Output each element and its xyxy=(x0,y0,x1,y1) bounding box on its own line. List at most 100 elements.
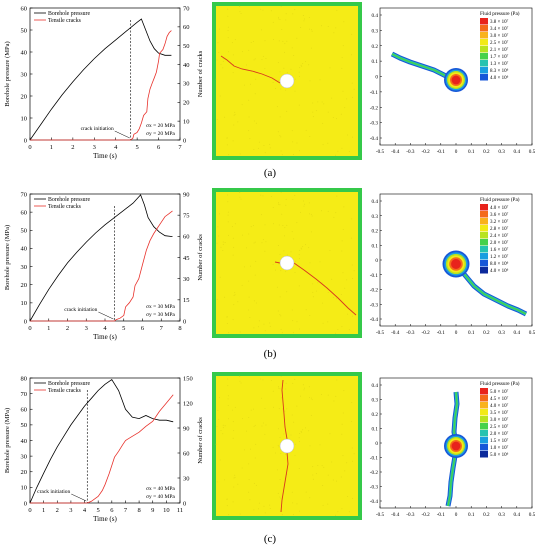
specimen-grain xyxy=(296,222,298,224)
specimen-grain xyxy=(290,251,292,253)
fluid-legend-swatch xyxy=(480,60,488,67)
specimen-grain xyxy=(270,196,272,198)
y-tick-label: 60 xyxy=(21,209,28,216)
stress-y-label: σy = 40 MPa xyxy=(146,494,175,500)
fluid-legend-swatch xyxy=(480,253,488,260)
specimen-grain xyxy=(342,412,344,414)
map-x-tick-label: -0.4 xyxy=(391,330,400,336)
specimen-grain xyxy=(270,379,272,381)
specimen-grain xyxy=(253,148,255,150)
fluid-legend-value: 2.1 × 10⁷ xyxy=(490,47,509,53)
specimen-grain xyxy=(233,64,235,66)
specimen-grain xyxy=(237,483,239,485)
map-x-tick-label: 0.4 xyxy=(514,330,521,336)
specimen-grain xyxy=(222,58,224,60)
specimen-grain xyxy=(335,480,337,482)
fluid-legend-value: 2.5 × 10⁷ xyxy=(490,40,509,46)
specimen-grain xyxy=(302,384,304,386)
fluid-blob-contour xyxy=(451,441,461,451)
y2-tick-label: 75 xyxy=(183,212,190,219)
specimen-grain xyxy=(293,421,295,423)
borehole xyxy=(279,73,295,89)
specimen-grain xyxy=(248,463,250,465)
specimen-grain xyxy=(224,242,226,244)
specimen-grain xyxy=(322,122,324,124)
specimen-grain xyxy=(232,54,234,56)
specimen-grain xyxy=(336,9,338,11)
specimen-grain xyxy=(322,485,324,487)
fluid-legend-value: 1.6 × 10⁷ xyxy=(490,247,509,253)
specimen-grain xyxy=(335,395,337,397)
specimen-grain xyxy=(291,309,293,311)
specimen-grain xyxy=(241,51,243,53)
fluid-legend-value: 2.5 × 10⁷ xyxy=(490,424,509,430)
specimen-grain xyxy=(227,15,229,17)
specimen-grain xyxy=(228,514,230,516)
y-tick-label: 10 xyxy=(21,485,28,492)
x-axis-label: Time (s) xyxy=(93,515,117,523)
x-tick-label: 1 xyxy=(47,325,50,332)
x-tick-label: 8 xyxy=(178,325,181,332)
fluid-legend-value: 4.0 × 10⁶ xyxy=(490,268,509,274)
specimen-grain xyxy=(234,476,236,478)
map-y-tick-label: 0 xyxy=(375,441,378,447)
y-tick-label: 20 xyxy=(21,93,28,100)
specimen-grain xyxy=(227,201,229,203)
specimen-grain xyxy=(280,136,282,138)
specimen-grain xyxy=(302,14,304,16)
specimen-grain xyxy=(226,144,228,146)
specimen-grain xyxy=(283,250,285,252)
y-tick-label: 20 xyxy=(21,282,28,289)
specimen-grain xyxy=(248,309,250,311)
specimen-grain xyxy=(219,459,221,461)
specimen-grain xyxy=(293,55,295,57)
legend-crack-label: Tensile cracks xyxy=(48,388,82,394)
specimen-grain xyxy=(291,47,293,49)
specimen-grain xyxy=(232,254,234,256)
specimen-grain xyxy=(343,390,345,392)
specimen-grain xyxy=(264,68,266,70)
y2-tick-label: 40 xyxy=(183,62,190,69)
specimen-grain xyxy=(285,454,287,456)
specimen-grain xyxy=(276,286,278,288)
specimen-grain xyxy=(253,327,255,329)
specimen-grain xyxy=(290,68,292,70)
specimen-grain xyxy=(329,433,331,435)
specimen-grain xyxy=(220,246,222,248)
specimen-grain xyxy=(321,465,323,467)
specimen-grain xyxy=(282,225,284,227)
fluid-legend-value: 4.0 × 10⁷ xyxy=(490,205,509,211)
fracture-path xyxy=(281,379,288,440)
specimen-grain xyxy=(309,80,311,82)
specimen-grain xyxy=(351,315,353,317)
y2-tick-label: 15 xyxy=(183,297,190,304)
specimen-grain xyxy=(292,332,294,334)
specimen-grain xyxy=(298,75,300,77)
specimen-grain xyxy=(278,18,280,20)
legend-pressure-label: Borehole pressure xyxy=(48,197,90,203)
fluid-legend-swatch xyxy=(480,395,488,402)
specimen-grain xyxy=(233,304,235,306)
specimen-grain xyxy=(228,332,230,334)
fluid-legend-value: 3.2 × 10⁷ xyxy=(490,219,509,225)
specimen-grain xyxy=(341,57,343,59)
specimen-grain xyxy=(310,231,312,233)
specimen-grain xyxy=(219,276,221,278)
y2-tick-label: 30 xyxy=(183,81,190,88)
specimen-grain xyxy=(327,503,329,505)
fluid-legend-value: 3.6 × 10⁷ xyxy=(490,212,509,218)
specimen-grain xyxy=(302,200,304,202)
specimen-grain xyxy=(292,514,294,516)
y2-tick-label: 70 xyxy=(183,5,190,12)
specimen-grain xyxy=(216,425,218,427)
y2-tick-label: 50 xyxy=(183,43,190,50)
specimen-grain xyxy=(340,113,342,115)
specimen-grain xyxy=(276,469,278,471)
plot-frame xyxy=(29,7,181,141)
specimen-grain xyxy=(261,59,263,61)
map-y-tick-label: -0.4 xyxy=(370,499,379,505)
map-x-tick-label: 0.4 xyxy=(514,512,521,518)
specimen-grain xyxy=(254,58,256,60)
specimen-grain xyxy=(269,147,271,149)
specimen-grain xyxy=(227,194,229,196)
